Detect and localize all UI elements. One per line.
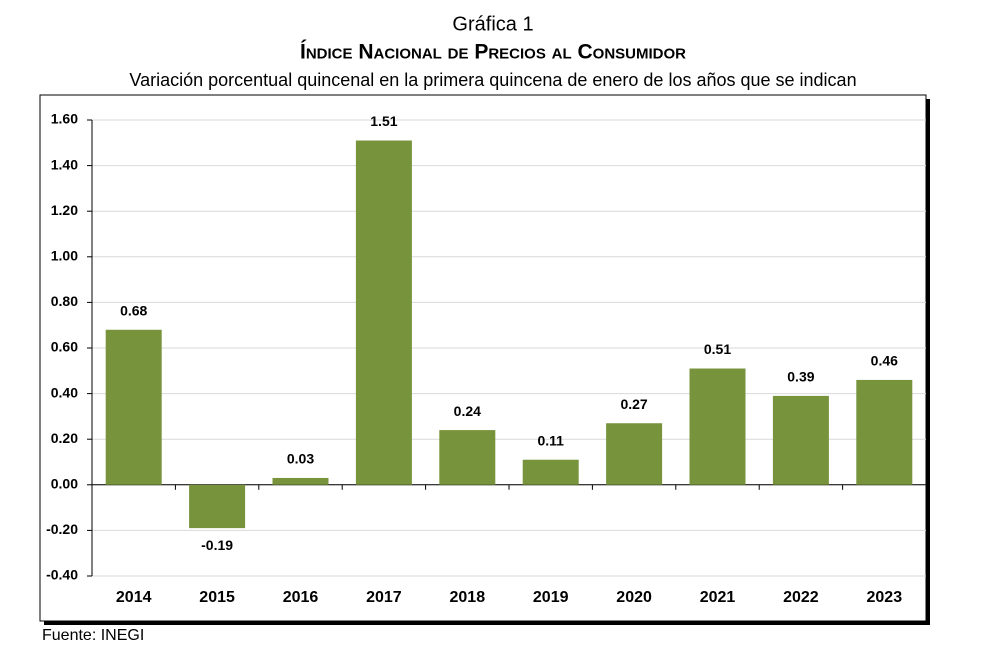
data-label: -0.19 (201, 537, 233, 553)
chart-description: Variación porcentual quincenal en la pri… (129, 70, 856, 90)
x-tick-label: 2014 (116, 589, 152, 606)
x-tick-label: 2020 (616, 589, 652, 606)
y-tick-label: 0.60 (51, 339, 78, 355)
x-tick-label: 2017 (366, 589, 402, 606)
x-tick-label: 2023 (867, 589, 903, 606)
x-tick-label: 2022 (783, 589, 819, 606)
data-label: 0.03 (287, 451, 314, 467)
data-label: 1.51 (370, 113, 397, 129)
plot-frame (39, 94, 927, 622)
y-tick-label: 1.20 (51, 202, 78, 218)
y-tick-label: 0.40 (51, 384, 78, 400)
y-tick-label: 1.00 (51, 248, 78, 264)
source-note: Fuente: INEGI (42, 627, 144, 644)
x-tick-label: 2018 (450, 589, 486, 606)
bar (355, 140, 412, 485)
y-tick-label: 0.80 (51, 293, 78, 309)
y-tick-label: -0.40 (46, 567, 78, 583)
bar (522, 459, 579, 485)
data-label: 0.68 (120, 302, 147, 318)
bar (189, 484, 246, 529)
y-tick-label: -0.20 (46, 521, 78, 537)
plot-area: -0.40 -0.20 0.00 0.20 0.40 0.60 0.80 1.00 1.20 1.… (46, 111, 927, 606)
data-label: 0.51 (704, 341, 731, 357)
chart-subtitle: Índice Nacional de Precios al Consumidor (300, 41, 686, 64)
y-tick-label: 1.60 (51, 111, 78, 127)
bar (272, 477, 329, 485)
x-tick-label: 2021 (700, 589, 736, 606)
x-tick-label: 2019 (533, 589, 569, 606)
x-tick-label: 2015 (199, 589, 235, 606)
data-label: 0.39 (787, 369, 814, 385)
data-label: 0.24 (454, 403, 481, 419)
bar (772, 395, 829, 485)
data-label: 0.27 (620, 396, 647, 412)
data-label: 0.11 (537, 432, 564, 448)
y-tick-label: 0.00 (51, 476, 78, 492)
chart-title: Gráfica 1 (452, 13, 533, 35)
y-tick-label: 1.40 (51, 156, 78, 172)
bar (856, 379, 913, 485)
y-tick-label: 0.20 (51, 430, 78, 446)
data-label: 0.46 (871, 353, 898, 369)
bar (105, 329, 162, 485)
bar (689, 368, 746, 485)
x-tick-label: 2016 (283, 589, 319, 606)
bar (606, 423, 663, 485)
bar (439, 430, 496, 485)
